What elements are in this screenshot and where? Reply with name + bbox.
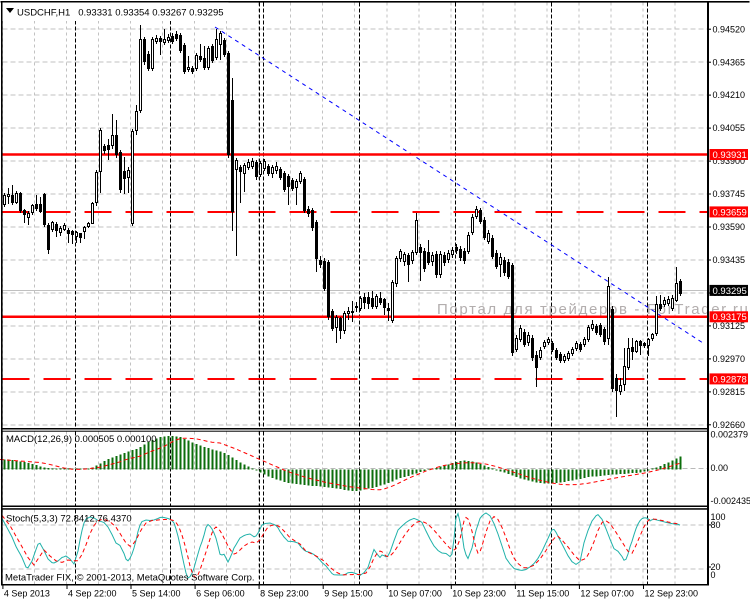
svg-text:12 Sep 07:00: 12 Sep 07:00 (580, 589, 634, 599)
svg-text:100: 100 (711, 512, 726, 522)
svg-text:0.93435: 0.93435 (713, 255, 746, 265)
svg-text:MetaTrader FIX, © 2001-2013, M: MetaTrader FIX, © 2001-2013, MetaQuotes … (5, 573, 255, 584)
svg-text:0.93295: 0.93295 (713, 286, 747, 297)
svg-text:20: 20 (711, 562, 721, 572)
svg-text:0.94055: 0.94055 (713, 123, 746, 133)
svg-text:0.92815: 0.92815 (713, 387, 746, 397)
svg-text:0.00: 0.00 (711, 463, 729, 473)
svg-text:11 Sep 15:00: 11 Sep 15:00 (516, 589, 569, 599)
svg-text:0: 0 (711, 570, 716, 580)
svg-text:0.93590: 0.93590 (713, 222, 746, 232)
svg-text:0.93900: 0.93900 (713, 156, 746, 166)
svg-text:Портал для трейдеров - ForTrad: Портал для трейдеров - ForTrader.ru (437, 301, 749, 318)
svg-text:0.93745: 0.93745 (713, 189, 746, 199)
svg-text:0.93659: 0.93659 (713, 207, 747, 218)
svg-text:12 Sep 23:00: 12 Sep 23:00 (645, 589, 699, 599)
svg-text:MACD(12,26,9) 0.000505 0.00010: MACD(12,26,9) 0.000505 0.000100 (6, 434, 157, 445)
svg-text:80: 80 (711, 520, 721, 530)
svg-text:9 Sep 15:00: 9 Sep 15:00 (324, 589, 373, 599)
svg-text:0.92970: 0.92970 (713, 354, 746, 364)
svg-text:USDCHF,H1 0.93331 0.93354 0.: USDCHF,H1 0.93331 0.93354 0.93267 0.9329… (17, 8, 224, 19)
svg-text:-0.002435: -0.002435 (711, 496, 750, 506)
svg-text:8 Sep 23:00: 8 Sep 23:00 (260, 589, 309, 599)
svg-text:0.002379: 0.002379 (711, 430, 749, 440)
svg-text:0.94210: 0.94210 (713, 90, 746, 100)
svg-text:Stoch(5,3,3) 72.8412,76.4370: Stoch(5,3,3) 72.8412,76.4370 (6, 514, 132, 525)
svg-text:0.94365: 0.94365 (713, 57, 746, 67)
svg-text:0.92660: 0.92660 (713, 420, 746, 430)
svg-text:0.93175: 0.93175 (713, 312, 747, 323)
svg-text:0.92878: 0.92878 (713, 374, 747, 385)
svg-text:10 Sep 07:00: 10 Sep 07:00 (388, 589, 442, 599)
svg-text:4 Sep 22:00: 4 Sep 22:00 (68, 589, 117, 599)
svg-text:10 Sep 23:00: 10 Sep 23:00 (452, 589, 506, 599)
svg-text:6 Sep 06:00: 6 Sep 06:00 (196, 589, 245, 599)
svg-text:4 Sep 2013: 4 Sep 2013 (4, 589, 50, 599)
svg-text:5 Sep 14:00: 5 Sep 14:00 (132, 589, 181, 599)
svg-text:0.93931: 0.93931 (713, 150, 747, 161)
svg-text:0.94520: 0.94520 (713, 24, 746, 34)
svg-text:0.93125: 0.93125 (713, 321, 746, 331)
